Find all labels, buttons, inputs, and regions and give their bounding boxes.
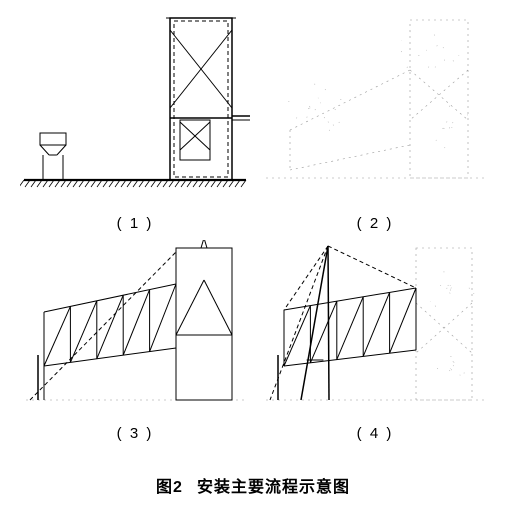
panel-grid: ( 1 ) ( 2 ) ( 3 ) ( 4 )	[0, 0, 506, 440]
panel-3: ( 3 )	[20, 240, 250, 440]
panel-4-label: ( 4 )	[260, 425, 490, 442]
panel-1-svg	[20, 10, 250, 200]
panel-2-svg	[260, 10, 490, 200]
figure-page: ( 1 ) ( 2 ) ( 3 ) ( 4 ) 图2 安装主要流程示意图	[0, 0, 506, 511]
panel-2-label: ( 2 )	[260, 215, 490, 232]
panel-1: ( 1 )	[20, 10, 250, 230]
panel-1-label: ( 1 )	[20, 215, 250, 232]
figure-number: 图2	[156, 479, 183, 496]
panel-3-svg	[20, 240, 250, 420]
panel-4: ( 4 )	[260, 240, 490, 440]
panel-2: ( 2 )	[260, 10, 490, 230]
panel-3-label: ( 3 )	[20, 425, 250, 442]
panel-4-svg	[260, 240, 490, 420]
figure-caption: 图2 安装主要流程示意图	[0, 473, 506, 497]
figure-caption-text: 安装主要流程示意图	[197, 479, 350, 496]
